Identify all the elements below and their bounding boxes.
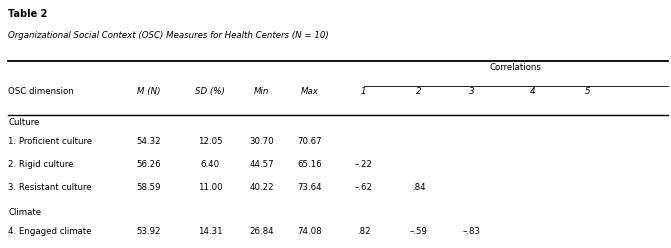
Text: SD (%): SD (%): [195, 87, 225, 96]
Text: –.62: –.62: [355, 183, 372, 192]
Text: .82: .82: [357, 227, 370, 236]
Text: 70.67: 70.67: [298, 137, 322, 146]
Text: Max: Max: [301, 87, 319, 96]
Text: 2: 2: [416, 87, 421, 96]
Text: 44.57: 44.57: [250, 160, 274, 169]
Text: Table 2: Table 2: [8, 9, 48, 19]
Text: M (N): M (N): [137, 87, 161, 96]
Text: Climate: Climate: [8, 208, 41, 217]
Text: 5: 5: [584, 87, 590, 96]
Text: 73.64: 73.64: [298, 183, 322, 192]
Text: 30.70: 30.70: [250, 137, 274, 146]
Text: –.22: –.22: [355, 160, 372, 169]
Text: 4. Engaged climate: 4. Engaged climate: [8, 227, 92, 236]
Text: 11.00: 11.00: [198, 183, 222, 192]
Text: OSC dimension: OSC dimension: [8, 87, 74, 96]
Text: .84: .84: [412, 183, 425, 192]
Text: 12.05: 12.05: [198, 137, 222, 146]
Text: 74.08: 74.08: [298, 227, 322, 236]
Text: 1. Proficient culture: 1. Proficient culture: [8, 137, 92, 146]
Text: Correlations: Correlations: [490, 63, 541, 72]
Text: –.83: –.83: [463, 227, 480, 236]
Text: Min: Min: [254, 87, 269, 96]
Text: 3: 3: [469, 87, 474, 96]
Text: –.59: –.59: [410, 227, 427, 236]
Text: 1: 1: [361, 87, 366, 96]
Text: 53.92: 53.92: [137, 227, 161, 236]
Text: 2. Rigid culture: 2. Rigid culture: [8, 160, 74, 169]
Text: Organizational Social Context (OSC) Measures for Health Centers (N = 10): Organizational Social Context (OSC) Meas…: [8, 31, 329, 40]
Text: 26.84: 26.84: [250, 227, 274, 236]
Text: 3. Resistant culture: 3. Resistant culture: [8, 183, 92, 192]
Text: 14.31: 14.31: [198, 227, 222, 236]
Text: 40.22: 40.22: [250, 183, 274, 192]
Text: 6.40: 6.40: [201, 160, 219, 169]
Text: 58.59: 58.59: [137, 183, 161, 192]
Text: 54.32: 54.32: [137, 137, 161, 146]
Text: 65.16: 65.16: [298, 160, 322, 169]
Text: Culture: Culture: [8, 118, 40, 127]
Text: 56.26: 56.26: [137, 160, 161, 169]
Text: 4: 4: [529, 87, 535, 96]
